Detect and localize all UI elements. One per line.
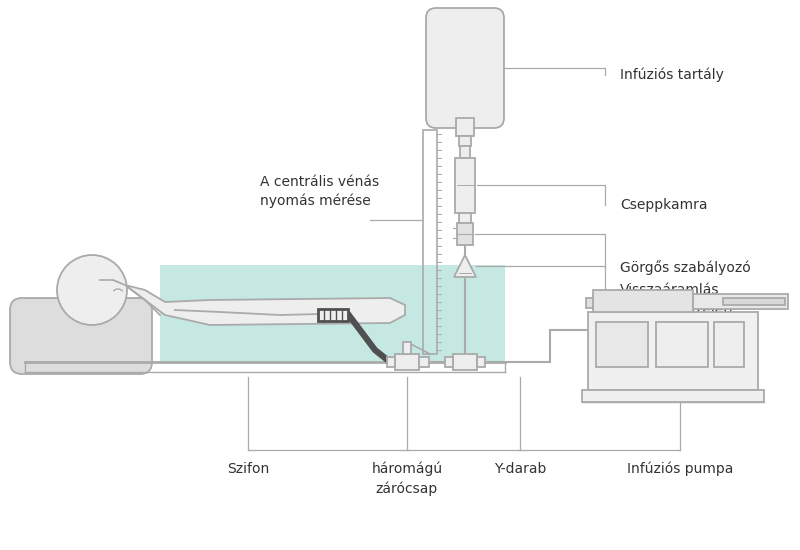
Bar — [593, 290, 693, 312]
Bar — [693, 294, 788, 309]
Text: Szifon: Szifon — [227, 462, 269, 476]
Bar — [453, 354, 477, 370]
Polygon shape — [125, 285, 405, 325]
Bar — [596, 322, 648, 367]
Bar — [395, 354, 419, 370]
FancyBboxPatch shape — [10, 298, 152, 374]
Bar — [588, 312, 758, 390]
Text: Visszaáramlás
ellenőrző szelep: Visszaáramlás ellenőrző szelep — [620, 283, 732, 317]
Bar — [714, 322, 744, 367]
Bar — [477, 357, 485, 367]
Polygon shape — [454, 255, 476, 277]
Bar — [318, 309, 348, 321]
Bar — [656, 322, 708, 367]
Bar — [459, 136, 471, 146]
Bar — [403, 342, 411, 354]
Text: Cseppkamra: Cseppkamra — [620, 198, 707, 212]
Bar — [160, 265, 505, 362]
Bar — [445, 357, 453, 367]
Text: Infúziós tartály: Infúziós tartály — [620, 68, 724, 82]
Bar — [460, 146, 470, 158]
Bar — [387, 357, 395, 367]
Bar — [586, 298, 593, 308]
Bar — [456, 118, 474, 136]
Text: Y-darab: Y-darab — [494, 462, 546, 476]
Bar — [455, 158, 475, 213]
Bar — [459, 213, 471, 223]
Text: Görgős szabályozó: Görgős szabályozó — [620, 261, 750, 276]
Text: Infúziós pumpa: Infúziós pumpa — [627, 462, 733, 476]
Bar — [723, 298, 785, 305]
Bar — [582, 390, 764, 402]
FancyBboxPatch shape — [426, 8, 504, 128]
Text: háromágú
zárócsap: háromágú zárócsap — [371, 462, 442, 496]
Bar — [457, 223, 473, 245]
Text: A centrális vénás
nyomás mérése: A centrális vénás nyomás mérése — [260, 175, 379, 208]
Bar — [423, 130, 437, 354]
Bar — [419, 357, 429, 367]
Circle shape — [57, 255, 127, 325]
